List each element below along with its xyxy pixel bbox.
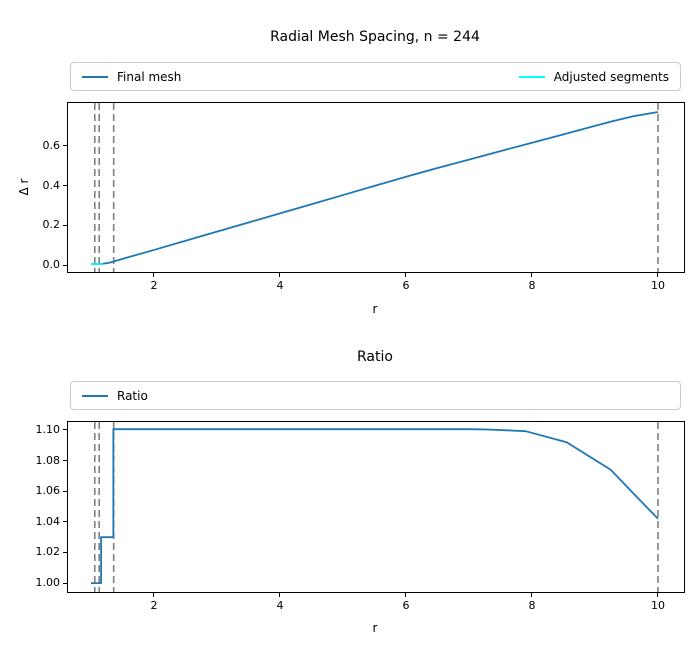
final-mesh-legend-label: Final mesh: [117, 69, 182, 84]
x-tick-mark: [657, 273, 659, 277]
x-tick-label: 8: [528, 279, 536, 292]
ratio-line: [90, 428, 659, 585]
adjusted-segments-legend-line-icon: [518, 75, 545, 78]
x-tick-mark: [531, 593, 533, 597]
x-tick-mark: [279, 273, 281, 277]
x-tick-label: 10: [650, 279, 665, 292]
radial-mesh-axes: [67, 102, 685, 273]
x-tick-mark: [405, 593, 407, 597]
x-tick-mark: [279, 593, 281, 597]
radial-mesh-legend: Final mesh Adjusted segments: [70, 62, 681, 91]
legend-item-adjusted-segments: Adjusted segments: [518, 69, 669, 84]
y-tick-mark: [63, 185, 67, 186]
x-tick-label: 2: [150, 599, 158, 612]
adjusted-segments-legend-label: Adjusted segments: [553, 69, 669, 84]
y-tick-mark: [63, 490, 67, 492]
legend-item-ratio: Ratio: [82, 389, 148, 403]
ratio-axes: [67, 421, 685, 593]
y-tick-mark: [63, 582, 67, 584]
radial-mesh-x-axis-label: r: [372, 302, 378, 316]
radial-mesh-spacing-n-244-canvas: [90, 103, 659, 272]
ratio-plot-title: Ratio: [357, 349, 393, 365]
x-tick-label: 6: [402, 279, 410, 292]
final-mesh-line: [90, 111, 659, 265]
ratio-legend-label: Ratio: [117, 388, 148, 403]
x-tick-label: 4: [276, 599, 284, 612]
y-tick-label: 1.00: [35, 576, 61, 590]
x-tick-label: 8: [528, 599, 536, 612]
x-tick-mark: [657, 593, 659, 597]
y-tick-mark: [63, 429, 67, 431]
y-tick-label: 1.02: [35, 545, 61, 559]
x-tick-label: 6: [402, 599, 410, 612]
ratio-legend-line-icon: [82, 394, 108, 397]
y-tick-mark: [63, 224, 67, 226]
y-tick-label: 1.08: [35, 453, 61, 467]
y-tick-label: 1.06: [35, 484, 61, 498]
x-tick-label: 10: [650, 599, 665, 612]
y-tick-mark: [63, 521, 67, 523]
x-tick-mark: [153, 273, 155, 277]
y-tick-label: 1.10: [35, 422, 61, 436]
y-tick-mark: [63, 460, 67, 462]
radial-mesh-plot-title: Radial Mesh Spacing, n = 244: [270, 29, 480, 45]
y-tick-mark: [63, 145, 67, 147]
x-tick-label: 4: [276, 279, 284, 292]
y-tick-label: 1.04: [35, 514, 61, 528]
ratio-x-axis-label: r: [372, 621, 378, 635]
x-tick-mark: [153, 593, 155, 597]
y-tick-label: 0.6: [42, 138, 61, 152]
legend-item-final-mesh: Final mesh: [82, 70, 181, 84]
x-tick-label: 2: [150, 279, 158, 292]
x-tick-mark: [531, 273, 533, 277]
y-tick-mark: [63, 551, 67, 553]
ratio-canvas: [90, 422, 659, 592]
y-tick-label: 0.2: [42, 218, 61, 232]
y-tick-mark: [63, 264, 67, 266]
ratio-legend: Ratio: [70, 381, 681, 410]
x-tick-mark: [405, 273, 407, 277]
y-tick-label: 0.0: [42, 258, 61, 272]
y-tick-label: 0.4: [42, 178, 61, 192]
final-mesh-legend-line-icon: [82, 75, 108, 78]
